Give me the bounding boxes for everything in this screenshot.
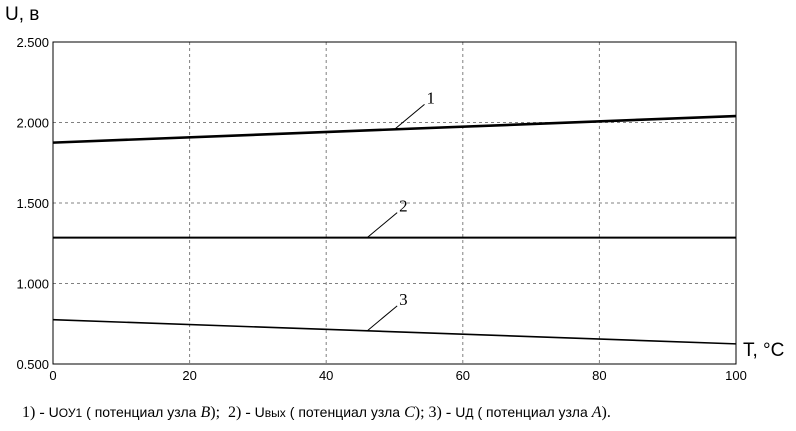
- y-tick-label: 2.500: [16, 35, 49, 50]
- chart-caption: 1) - UОУ1 ( потенциал узла B); 2) - Uвых…: [22, 404, 611, 422]
- caption-item2-symbol: U: [254, 404, 265, 420]
- y-tick-label: 0.500: [16, 357, 49, 372]
- caption-item1-end: );: [210, 404, 221, 421]
- caption-item2-node: C: [404, 404, 415, 421]
- caption-item2-text: ( потенциал узла: [289, 404, 401, 420]
- series-label-2: 2: [399, 197, 408, 216]
- y-axis-label: U, в: [5, 4, 39, 25]
- series-label-3: 3: [399, 290, 408, 309]
- series-leader-3: [366, 305, 398, 332]
- y-tick-label: 1.500: [16, 196, 49, 211]
- series-line-3: [52, 318, 737, 345]
- caption-item1-symbol: U: [48, 404, 59, 420]
- series-leader-2: [366, 212, 398, 238]
- caption-item2-subscript: вых: [264, 406, 286, 420]
- caption-item1-text: ( потенциал узла: [86, 404, 197, 420]
- caption-item3-symbol: U: [455, 404, 466, 420]
- line-chart: 0.500 1.000 1.500 2.000 2.500 0 20 40 60 80 100 1…: [5, 4, 784, 383]
- series-label-1: 1: [427, 88, 436, 107]
- caption-item3-end: ).: [601, 404, 611, 421]
- x-tick-label: 0: [49, 368, 56, 383]
- x-tick-label: 20: [182, 368, 196, 383]
- plot-frame: [52, 41, 737, 365]
- caption-item3-number: 3) -: [428, 404, 452, 421]
- caption-item3-subscript: Д: [465, 406, 474, 420]
- series-layer: 1 2 3: [52, 88, 737, 345]
- caption-item1-number: 1) -: [22, 404, 45, 421]
- y-tick-label: 2.000: [16, 116, 49, 131]
- y-tick-label: 1.000: [16, 277, 49, 292]
- y-axis-ticks: 0.500 1.000 1.500 2.000 2.500: [16, 35, 49, 372]
- x-axis-label: Т, °С: [743, 340, 784, 361]
- caption-item1-node: B: [200, 404, 211, 421]
- caption-item3-text: ( потенциал узла: [477, 404, 588, 420]
- grid-lines: [53, 42, 736, 364]
- caption-item2-end: );: [414, 404, 425, 421]
- x-tick-label: 40: [319, 368, 333, 383]
- x-tick-label: 100: [725, 368, 747, 383]
- x-axis-ticks: 0 20 40 60 80 100: [49, 368, 746, 383]
- caption-item3-node: A: [591, 404, 602, 421]
- caption-item1-subscript: ОУ1: [58, 406, 83, 420]
- x-tick-label: 80: [592, 368, 606, 383]
- series-leader-1: [394, 103, 425, 130]
- x-tick-label: 60: [456, 368, 470, 383]
- caption-item2-number: 2) -: [228, 404, 251, 421]
